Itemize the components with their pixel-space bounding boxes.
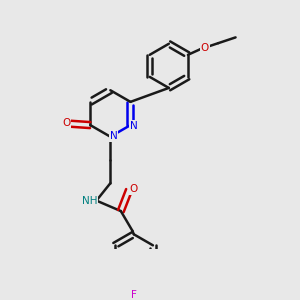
Text: O: O [200,43,209,53]
Text: O: O [129,184,137,194]
Text: N: N [110,131,118,141]
Text: NH: NH [82,196,97,206]
Text: F: F [131,290,137,300]
Text: O: O [62,118,70,128]
Text: N: N [130,121,138,131]
